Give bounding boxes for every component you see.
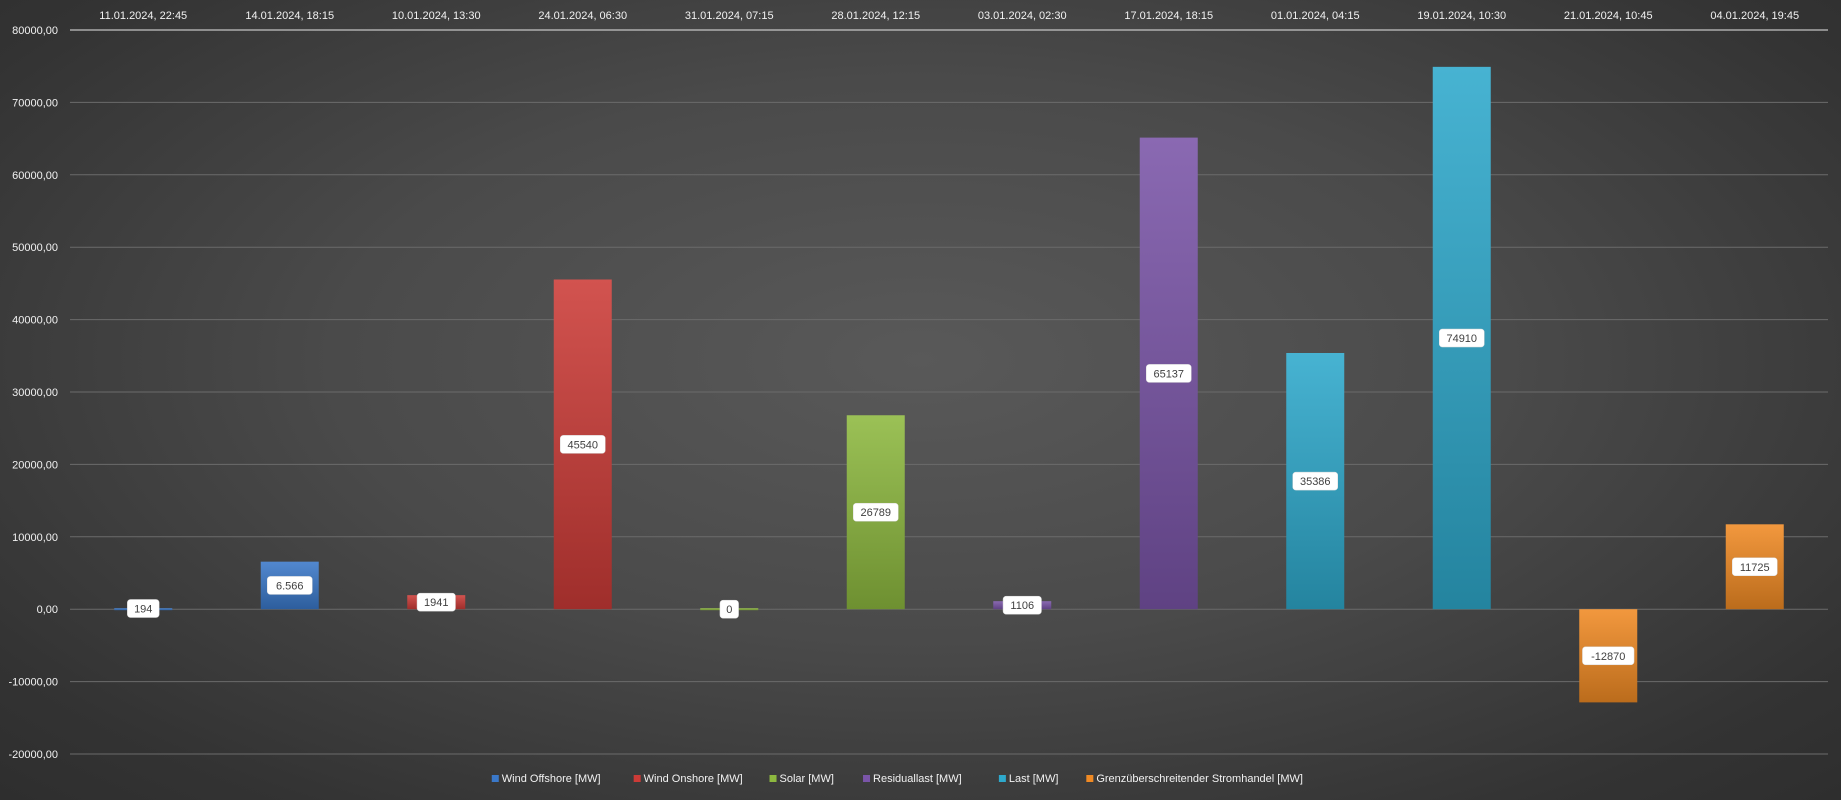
legend-label: Last [MW] bbox=[1009, 773, 1059, 785]
bars bbox=[114, 66, 1784, 703]
legend-label: Grenzüberschreitender Stromhandel [MW] bbox=[1096, 773, 1303, 785]
legend-label: Solar [MW] bbox=[780, 773, 834, 785]
x-axis: 11.01.2024, 22:45 14.01.2024, 18:15 10.01.… bbox=[70, 10, 1828, 31]
x-tick-label: 10.01.2024, 13:30 bbox=[392, 10, 481, 22]
data-label: 1941 bbox=[424, 597, 448, 609]
data-label: 1106 bbox=[1010, 600, 1034, 612]
data-label-box bbox=[416, 592, 456, 612]
y-tick-label: 80000,00 bbox=[12, 25, 58, 37]
x-tick-label: 01.01.2024, 04:15 bbox=[1271, 10, 1360, 22]
data-label-box bbox=[1292, 471, 1338, 491]
data-label: 74910 bbox=[1446, 333, 1477, 345]
y-tick-label: 40000,00 bbox=[12, 315, 58, 327]
x-tick-label: 31.01.2024, 07:15 bbox=[685, 10, 774, 22]
x-tick-label: 21.01.2024, 10:45 bbox=[1564, 10, 1653, 22]
data-label: 26789 bbox=[860, 507, 891, 519]
legend-label: Residuallast [MW] bbox=[873, 773, 962, 785]
gridlines bbox=[70, 29, 1828, 755]
y-tick-label: 10000,00 bbox=[12, 532, 58, 544]
data-label: 65137 bbox=[1153, 368, 1184, 380]
legend-label: Wind Onshore [MW] bbox=[644, 773, 743, 785]
y-tick-label: 0,00 bbox=[37, 604, 58, 616]
x-tick-label: 03.01.2024, 02:30 bbox=[978, 10, 1067, 22]
legend-swatch-wind-offshore-mw bbox=[491, 775, 499, 782]
y-tick-label: 70000,00 bbox=[12, 97, 58, 109]
data-label-box bbox=[719, 599, 739, 619]
data-label-box bbox=[267, 576, 313, 595]
data-label: 35386 bbox=[1300, 476, 1331, 488]
y-tick-label: -10000,00 bbox=[8, 677, 58, 689]
data-labels: 194 6.566 1941 45540 0 26789 1106 65137 35386 749… bbox=[127, 328, 1778, 666]
data-label-box bbox=[1146, 364, 1192, 383]
data-label-box bbox=[1439, 328, 1485, 348]
data-label: 45540 bbox=[567, 439, 598, 451]
legend-swatch-grenz-berschreitender-stromhandel-mw bbox=[1086, 775, 1094, 782]
y-axis: -20000,00 -10000,00 0,00 10000,00 20000,00 30… bbox=[8, 25, 58, 761]
data-label: 194 bbox=[134, 603, 152, 615]
x-tick-label: 28.01.2024, 12:15 bbox=[831, 10, 920, 22]
y-tick-label: 50000,00 bbox=[12, 242, 58, 254]
legend-swatch-solar-mw bbox=[769, 775, 777, 782]
data-label-box bbox=[853, 502, 899, 522]
x-tick-label: 17.01.2024, 18:15 bbox=[1124, 10, 1213, 22]
legend-swatch-residuallast-mw bbox=[863, 775, 871, 782]
y-tick-label: 20000,00 bbox=[12, 459, 58, 471]
data-label-box bbox=[127, 599, 160, 618]
y-tick-label: -20000,00 bbox=[8, 749, 58, 761]
legend: Wind Offshore [MW] Wind Onshore [MW] Solar… bbox=[491, 773, 1303, 785]
legend-swatch-wind-onshore-mw bbox=[633, 775, 641, 782]
x-tick-label: 14.01.2024, 18:15 bbox=[245, 10, 334, 22]
data-label: 6.566 bbox=[276, 580, 304, 592]
data-label-box bbox=[1582, 646, 1635, 666]
x-tick-label: 24.01.2024, 06:30 bbox=[538, 10, 627, 22]
data-label: 11725 bbox=[1740, 562, 1770, 574]
legend-swatch-last-mw bbox=[998, 775, 1006, 782]
y-tick-label: 60000,00 bbox=[12, 170, 58, 182]
data-label: 0 bbox=[726, 604, 732, 616]
legend-label: Wind Offshore [MW] bbox=[502, 773, 601, 785]
x-tick-label: 04.01.2024, 19:45 bbox=[1710, 10, 1799, 22]
data-label-box bbox=[560, 435, 606, 454]
data-label: -12870 bbox=[1591, 651, 1625, 663]
x-tick-label: 11.01.2024, 22:45 bbox=[99, 10, 187, 22]
data-label-box bbox=[1732, 557, 1778, 577]
y-tick-label: 30000,00 bbox=[12, 387, 58, 399]
x-tick-label: 19.01.2024, 10:30 bbox=[1417, 10, 1506, 22]
data-label-box bbox=[1002, 595, 1042, 615]
